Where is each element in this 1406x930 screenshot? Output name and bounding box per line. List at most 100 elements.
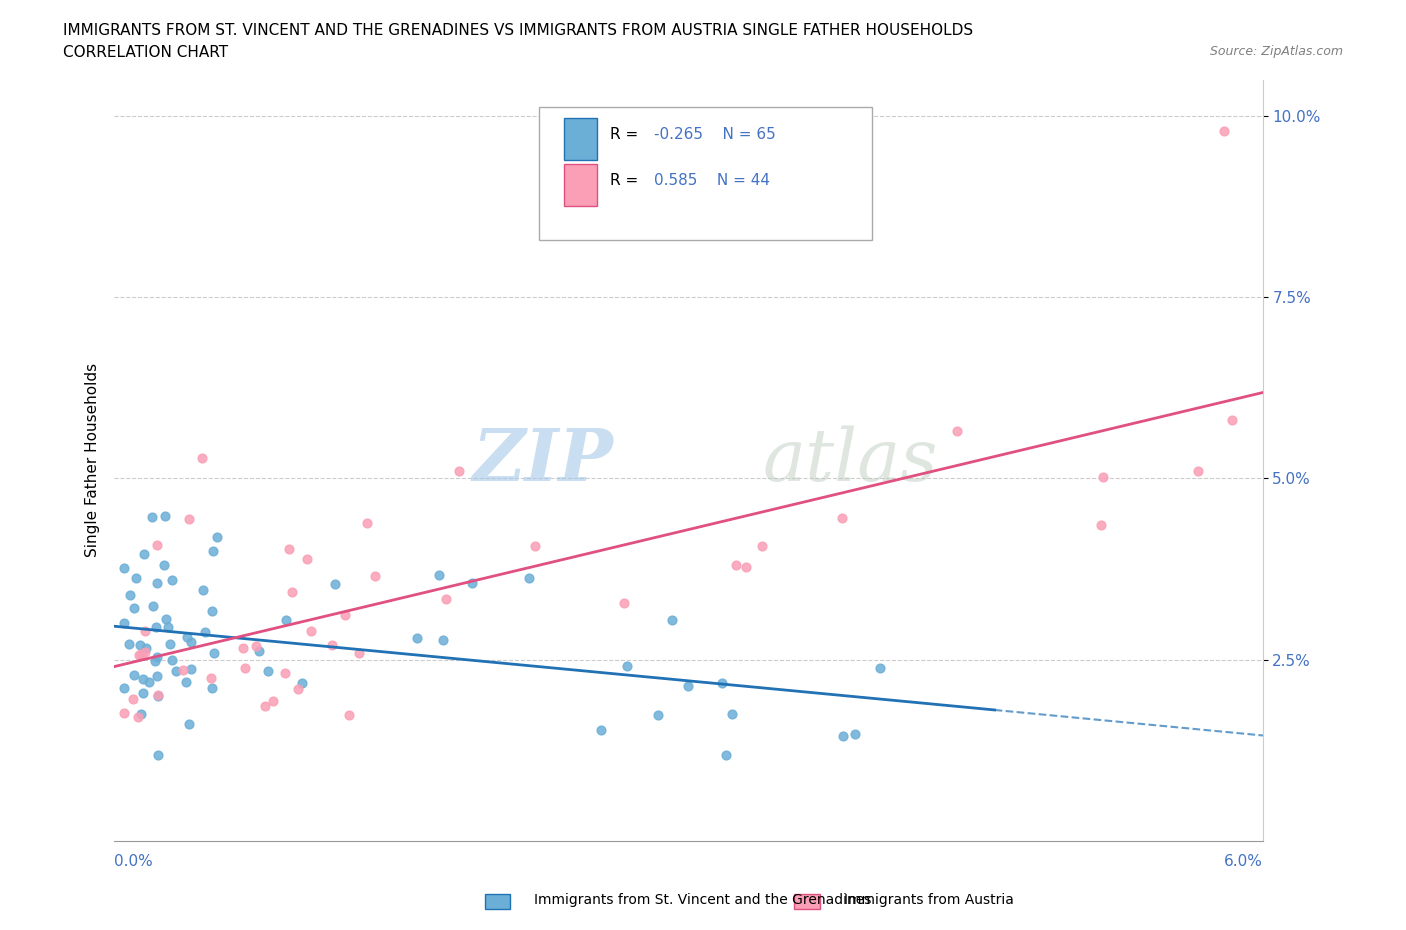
Point bbox=[844, 727, 866, 742]
Point bbox=[141, 510, 163, 525]
Point bbox=[337, 708, 360, 723]
Text: 0.585    N = 44: 0.585 N = 44 bbox=[654, 173, 770, 188]
Point bbox=[122, 692, 145, 707]
Point bbox=[405, 631, 427, 645]
Point bbox=[281, 584, 304, 599]
Point bbox=[156, 619, 179, 634]
Point bbox=[128, 647, 150, 662]
Point bbox=[1213, 124, 1236, 139]
Point bbox=[235, 661, 257, 676]
Point bbox=[711, 675, 734, 690]
Point bbox=[194, 625, 217, 640]
Point bbox=[162, 573, 184, 588]
Point bbox=[134, 644, 156, 659]
Point bbox=[191, 450, 214, 465]
Point bbox=[122, 601, 145, 616]
Point bbox=[155, 612, 177, 627]
Point bbox=[145, 650, 167, 665]
Point bbox=[720, 707, 742, 722]
Text: CORRELATION CHART: CORRELATION CHART bbox=[63, 45, 228, 60]
Point bbox=[295, 551, 318, 566]
Point bbox=[278, 541, 301, 556]
Point bbox=[349, 645, 371, 660]
Point bbox=[148, 688, 170, 703]
Point bbox=[869, 660, 891, 675]
Text: R =: R = bbox=[610, 173, 648, 188]
Point bbox=[145, 619, 167, 634]
Point bbox=[165, 663, 187, 678]
Point bbox=[299, 624, 322, 639]
Point bbox=[112, 706, 135, 721]
Point bbox=[172, 662, 194, 677]
Point bbox=[142, 599, 165, 614]
Point bbox=[1090, 517, 1112, 532]
FancyBboxPatch shape bbox=[564, 164, 596, 206]
Point bbox=[291, 675, 314, 690]
Y-axis label: Single Father Households: Single Father Households bbox=[86, 364, 100, 557]
Point bbox=[432, 632, 454, 647]
Point bbox=[176, 674, 198, 689]
Point bbox=[177, 512, 200, 526]
Point bbox=[202, 645, 225, 660]
Point bbox=[132, 672, 155, 687]
Text: IMMIGRANTS FROM ST. VINCENT AND THE GRENADINES VS IMMIGRANTS FROM AUSTRIA SINGLE: IMMIGRANTS FROM ST. VINCENT AND THE GREN… bbox=[63, 23, 973, 38]
Point bbox=[725, 558, 748, 573]
Point bbox=[132, 685, 155, 700]
Point bbox=[274, 613, 297, 628]
Point bbox=[517, 571, 540, 586]
Point bbox=[247, 644, 270, 658]
Point bbox=[678, 679, 700, 694]
Point bbox=[1091, 469, 1114, 484]
Point bbox=[127, 709, 149, 724]
Point bbox=[112, 616, 135, 631]
Point bbox=[363, 569, 385, 584]
Point bbox=[129, 638, 152, 653]
Point bbox=[145, 576, 167, 591]
Point bbox=[118, 588, 141, 603]
Point bbox=[122, 667, 145, 682]
Text: atlas: atlas bbox=[763, 425, 939, 496]
Text: R =: R = bbox=[610, 127, 644, 142]
Point bbox=[751, 538, 773, 553]
Point bbox=[205, 529, 228, 544]
Point bbox=[1187, 463, 1209, 478]
Point bbox=[177, 717, 200, 732]
Point bbox=[146, 687, 169, 702]
Point bbox=[245, 638, 267, 653]
Text: -0.265    N = 65: -0.265 N = 65 bbox=[654, 127, 776, 142]
Point bbox=[613, 595, 636, 610]
Point bbox=[129, 707, 152, 722]
Point bbox=[257, 663, 280, 678]
Point bbox=[589, 723, 612, 737]
Text: Immigrants from Austria: Immigrants from Austria bbox=[844, 893, 1014, 908]
Point bbox=[356, 516, 378, 531]
Point bbox=[200, 681, 222, 696]
FancyBboxPatch shape bbox=[564, 118, 596, 160]
Text: 0.0%: 0.0% bbox=[114, 855, 153, 870]
Point bbox=[262, 694, 284, 709]
Point bbox=[191, 583, 214, 598]
Point bbox=[434, 591, 457, 606]
Point bbox=[321, 638, 343, 653]
Point bbox=[323, 577, 346, 591]
Point bbox=[946, 424, 969, 439]
Text: Immigrants from St. Vincent and the Grenadines: Immigrants from St. Vincent and the Gren… bbox=[534, 893, 872, 908]
Point bbox=[616, 658, 638, 673]
Point bbox=[427, 568, 450, 583]
Point bbox=[1220, 413, 1243, 428]
Point bbox=[461, 576, 484, 591]
Point bbox=[661, 612, 683, 627]
Point bbox=[112, 680, 135, 695]
Point bbox=[162, 653, 184, 668]
Point bbox=[143, 654, 166, 669]
Point bbox=[131, 646, 153, 661]
Point bbox=[146, 748, 169, 763]
Text: 6.0%: 6.0% bbox=[1223, 855, 1263, 870]
Point bbox=[232, 641, 254, 656]
Point bbox=[135, 641, 157, 656]
Point bbox=[831, 511, 853, 525]
Point bbox=[153, 558, 176, 573]
Point bbox=[145, 538, 167, 552]
Point bbox=[524, 538, 547, 553]
Point bbox=[200, 671, 222, 685]
